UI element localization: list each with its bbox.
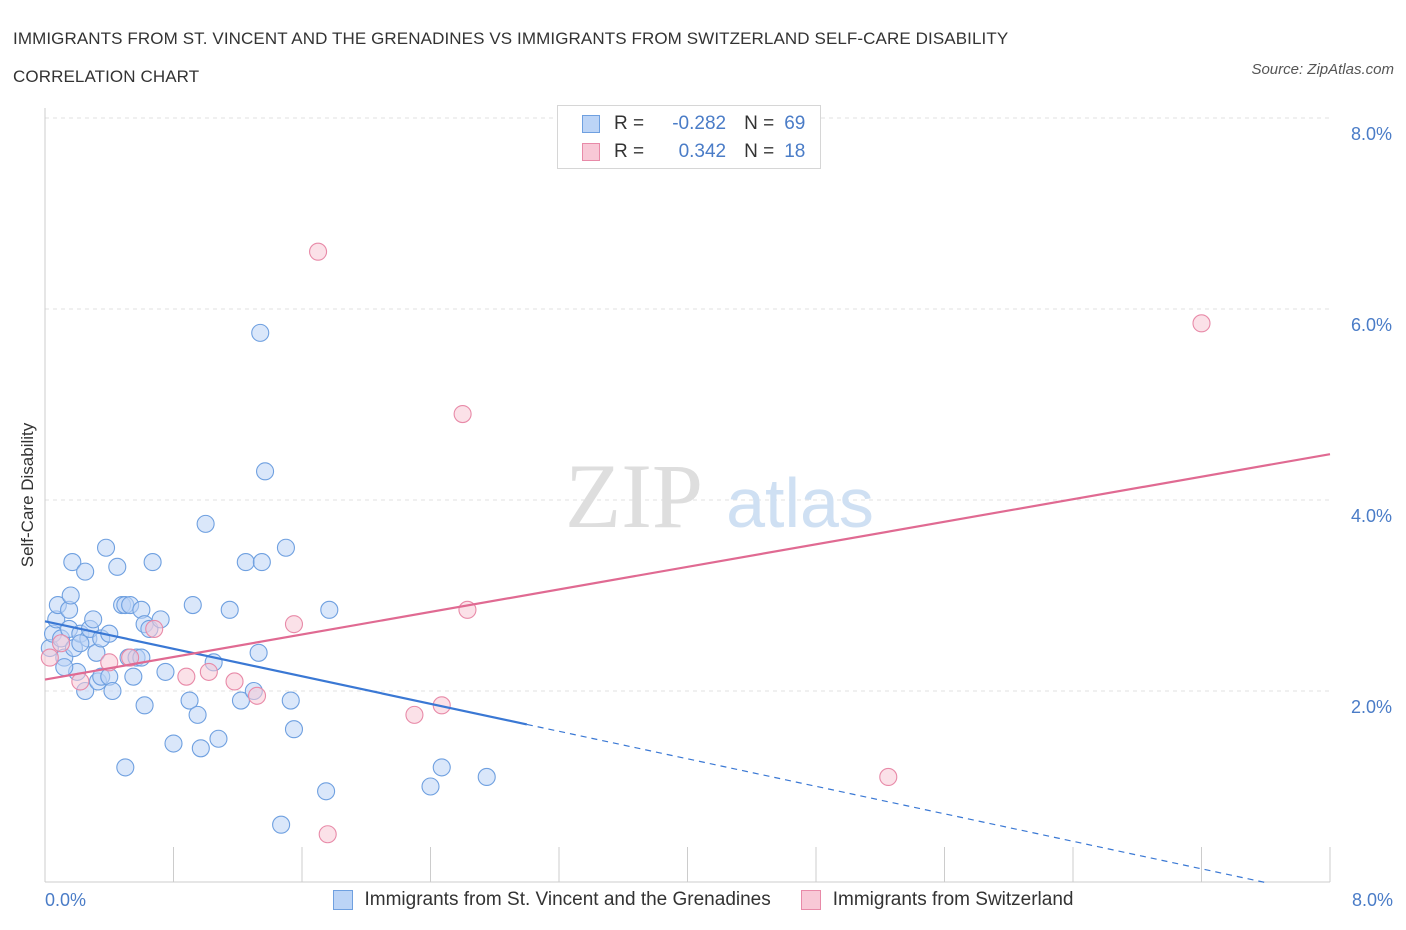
point-svg — [249, 643, 268, 662]
legend-swatch — [800, 890, 821, 910]
point-switzerland — [225, 672, 244, 691]
point-switzerland — [145, 619, 164, 638]
point-switzerland — [177, 667, 196, 686]
n-label: N = — [744, 141, 775, 162]
point-svg — [220, 600, 239, 619]
point-svg — [252, 553, 271, 572]
point-switzerland — [52, 634, 71, 653]
r-value: -0.282 — [672, 113, 727, 134]
legend-item-svg[interactable]: Immigrants from St. Vincent and the Gren… — [332, 889, 771, 911]
y-tick-label: 8.0% — [1351, 124, 1392, 144]
y-tick-label: 6.0% — [1351, 315, 1392, 335]
trend-line-svg-extension — [526, 723, 1266, 884]
x-tick-max: 8.0% — [1351, 890, 1393, 910]
point-svg — [320, 600, 339, 619]
point-svg — [256, 462, 275, 481]
point-svg — [281, 691, 300, 710]
point-svg — [180, 691, 199, 710]
gridlines — [45, 117, 1330, 692]
stats-row-switzerland: R = 0.342 N = 18 — [582, 139, 805, 165]
point-svg — [236, 553, 255, 572]
point-switzerland — [284, 615, 304, 634]
chart-title: IMMIGRANTS FROM ST. VINCENT AND THE GREN… — [13, 29, 1008, 86]
legend-swatch — [332, 890, 353, 910]
watermark-zip: ZIP — [565, 445, 703, 547]
legend-label: Immigrants from St. Vincent and the Gren… — [364, 889, 771, 910]
data-points — [40, 242, 1211, 844]
point-switzerland — [318, 825, 337, 844]
point-svg — [317, 782, 336, 801]
y-tick-label: 2.0% — [1351, 697, 1392, 717]
legend-label: Immigrants from Switzerland — [832, 889, 1074, 910]
point-switzerland — [405, 705, 424, 724]
stats-row-svg: R = -0.282 N = 69 — [582, 111, 805, 137]
r-label: R = — [614, 113, 645, 134]
point-switzerland — [453, 404, 472, 424]
source-label: Source: ZipAtlas.com — [1251, 61, 1394, 78]
point-svg — [272, 815, 291, 834]
n-value: 69 — [784, 113, 806, 134]
y-tick-labels: 2.0% 4.0% 6.0% 8.0% — [1351, 124, 1392, 717]
watermark-atlas: atlas — [726, 464, 874, 542]
point-svg — [196, 514, 215, 533]
point-svg — [284, 720, 304, 739]
point-switzerland — [121, 648, 140, 667]
series-1-swatch — [582, 115, 600, 133]
axes — [44, 108, 1331, 883]
point-switzerland — [199, 662, 218, 681]
point-svg — [276, 538, 295, 557]
point-svg — [183, 595, 202, 615]
point-svg — [71, 634, 90, 653]
x-tick-min: 0.0% — [45, 890, 87, 910]
point-svg — [164, 734, 183, 753]
stats-legend: R = -0.282 N = 69 R = 0.342 N = 18 — [557, 105, 821, 169]
legend-item-switzerland[interactable]: Immigrants from Switzerland — [800, 889, 1074, 911]
point-switzerland — [40, 648, 59, 667]
point-svg — [191, 739, 210, 758]
point-svg — [188, 705, 207, 724]
point-svg — [209, 729, 228, 748]
point-svg — [124, 667, 143, 686]
trend-line-switzerland — [44, 453, 1331, 681]
point-switzerland — [879, 767, 898, 787]
point-svg — [156, 662, 175, 681]
series-2-swatch — [582, 143, 600, 161]
point-svg — [76, 562, 95, 581]
point-svg — [61, 586, 80, 605]
point-svg — [135, 696, 154, 715]
n-value: 18 — [784, 141, 806, 162]
y-tick-label: 4.0% — [1351, 506, 1392, 526]
point-svg — [108, 557, 127, 576]
point-svg — [251, 323, 270, 342]
chart-legend: Immigrants from St. Vincent and the Gren… — [0, 889, 1406, 911]
trend-line-svg — [44, 620, 528, 726]
point-svg — [116, 758, 135, 777]
n-label: N = — [744, 113, 775, 134]
point-svg — [432, 758, 451, 777]
point-switzerland — [247, 686, 267, 705]
point-svg — [421, 777, 440, 796]
r-label: R = — [614, 141, 645, 162]
point-svg — [143, 553, 162, 572]
point-switzerland — [1192, 314, 1211, 333]
point-svg — [63, 553, 82, 572]
point-switzerland — [309, 242, 328, 261]
r-value: 0.342 — [678, 141, 727, 162]
point-svg — [84, 610, 103, 629]
point-svg — [477, 767, 496, 787]
point-svg — [103, 681, 122, 701]
trend-lines — [44, 453, 1331, 884]
point-svg — [96, 538, 116, 557]
point-svg — [55, 658, 74, 677]
